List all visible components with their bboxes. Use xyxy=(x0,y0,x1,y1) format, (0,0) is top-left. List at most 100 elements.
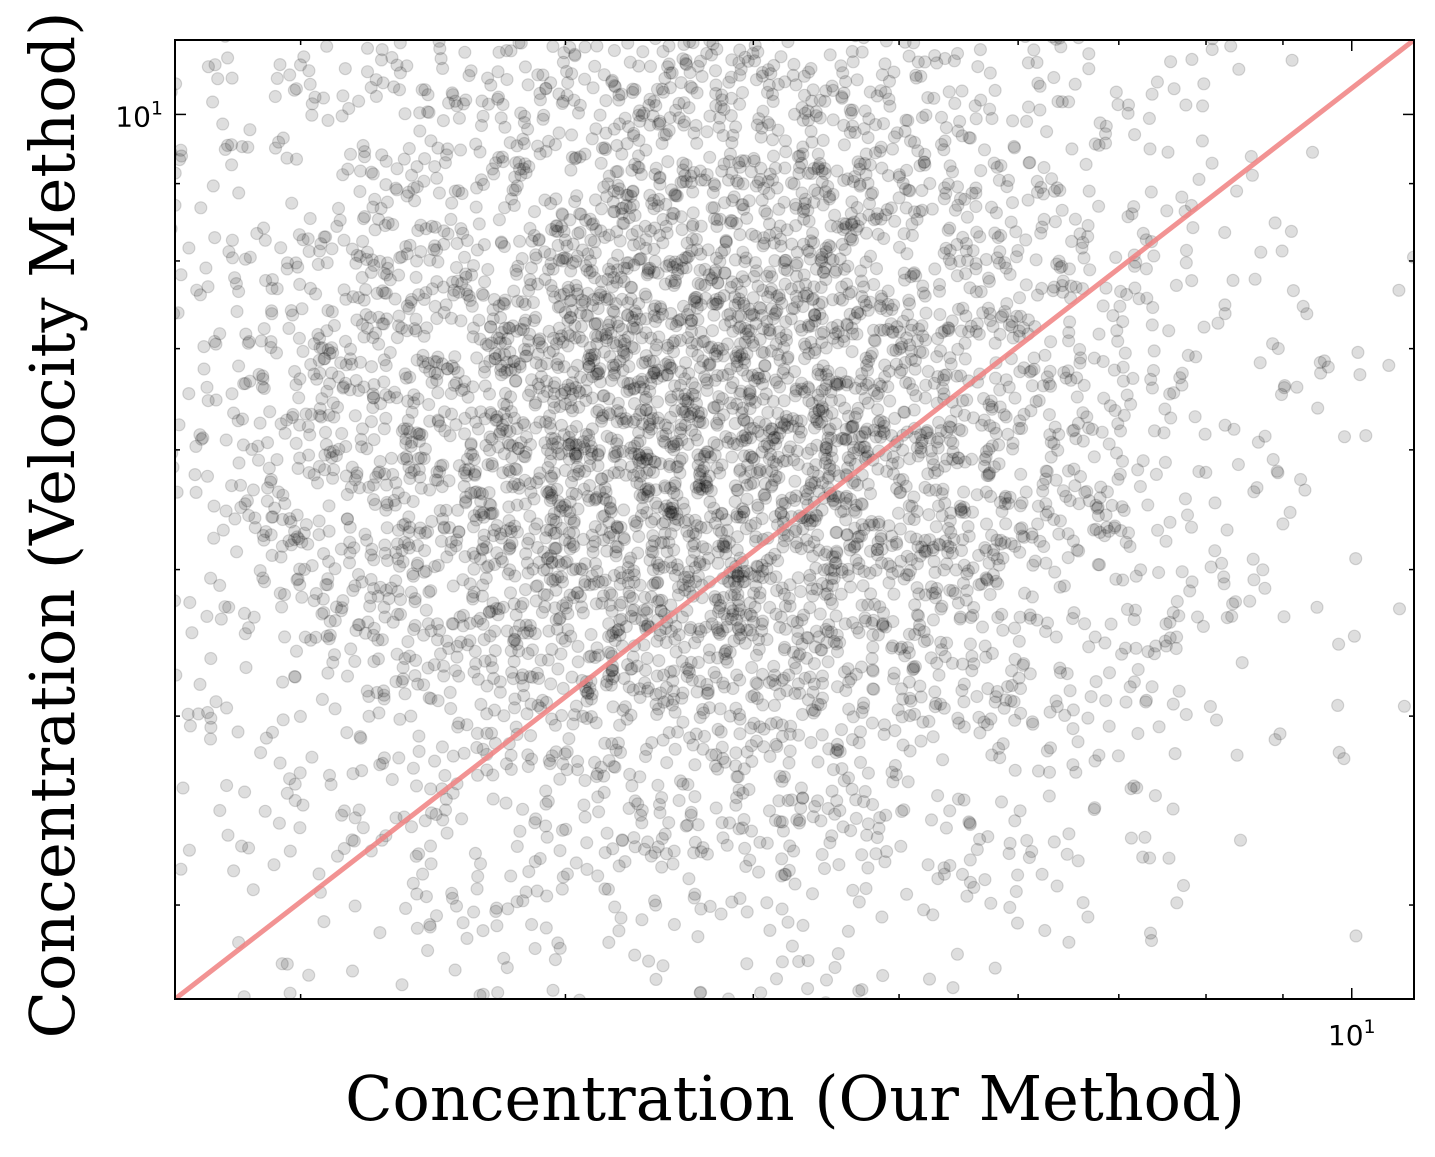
scatter-point xyxy=(418,814,432,828)
scatter-point xyxy=(795,323,809,337)
scatter-point xyxy=(914,690,928,704)
scatter-point xyxy=(504,644,518,658)
scatter-point xyxy=(1019,485,1033,499)
scatter-point xyxy=(935,599,949,613)
scatter-point xyxy=(713,627,727,642)
scatter-point xyxy=(635,491,650,505)
scatter-point xyxy=(760,562,774,576)
scatter-point xyxy=(930,788,945,803)
scatter-point xyxy=(197,362,211,376)
scatter-point xyxy=(990,684,1005,699)
scatter-point xyxy=(338,334,353,348)
scatter-point xyxy=(959,309,973,323)
scatter-point xyxy=(317,605,331,620)
scatter-point xyxy=(282,321,296,335)
scatter-point xyxy=(1195,134,1210,148)
scatter-point xyxy=(853,179,867,193)
scatter-point xyxy=(476,177,491,191)
scatter-point xyxy=(691,349,705,363)
scatter-point xyxy=(790,813,804,827)
scatter-point xyxy=(796,299,810,314)
scatter-point xyxy=(423,839,438,853)
scatter-point xyxy=(859,881,873,896)
scatter-point xyxy=(654,790,669,805)
scatter-point xyxy=(1076,895,1090,910)
scatter-point xyxy=(845,345,859,359)
scatter-point xyxy=(699,373,713,387)
scatter-point xyxy=(264,473,278,487)
scatter-point xyxy=(360,321,374,335)
scatter-point xyxy=(393,712,407,726)
scatter-point xyxy=(364,165,378,179)
scatter-point xyxy=(458,427,472,441)
scatter-point xyxy=(555,207,569,221)
scatter-point xyxy=(513,360,527,374)
scatter-point xyxy=(477,632,491,647)
scatter-point xyxy=(480,679,494,693)
scatter-point xyxy=(400,452,414,466)
scatter-point xyxy=(1013,499,1028,513)
scatter-point xyxy=(395,321,409,335)
scatter-point xyxy=(206,95,220,109)
scatter-point xyxy=(904,323,918,337)
scatter-point xyxy=(339,292,353,306)
scatter-point xyxy=(993,400,1007,414)
scatter-point xyxy=(944,257,958,271)
scatter-point xyxy=(185,626,199,640)
scatter-point xyxy=(523,728,538,743)
scatter-point xyxy=(688,290,702,305)
scatter-point xyxy=(798,196,812,211)
scatter-point xyxy=(1000,679,1015,694)
scatter-point xyxy=(818,94,832,108)
scatter-point xyxy=(1068,77,1082,91)
scatter-point xyxy=(446,275,460,289)
scatter-point xyxy=(1140,291,1154,305)
scatter-point xyxy=(430,373,444,387)
scatter-point xyxy=(204,651,218,666)
scatter-point xyxy=(1047,70,1061,85)
scatter-point xyxy=(879,620,893,634)
scatter-point xyxy=(464,486,478,500)
scatter-point xyxy=(650,395,665,409)
scatter-point xyxy=(567,539,581,554)
scatter-point xyxy=(835,91,849,105)
scatter-point xyxy=(815,691,830,705)
scatter-point xyxy=(540,830,554,844)
scatter-point xyxy=(745,609,759,623)
scatter-point xyxy=(492,427,506,441)
scatter-point xyxy=(674,418,688,432)
scatter-point xyxy=(698,479,713,493)
scatter-point xyxy=(1127,675,1142,689)
scatter-point xyxy=(391,584,405,598)
scatter-point xyxy=(1337,430,1352,444)
scatter-point xyxy=(682,303,697,317)
scatter-point xyxy=(667,278,681,292)
scatter-point xyxy=(543,756,557,771)
scatter-point xyxy=(792,430,807,444)
scatter-point xyxy=(611,540,625,554)
scatter-point xyxy=(512,644,526,658)
scatter-point xyxy=(957,695,971,709)
scatter-point xyxy=(722,154,736,168)
scatter-point xyxy=(1011,243,1025,258)
scatter-point xyxy=(258,233,272,247)
scatter-point xyxy=(1069,280,1083,294)
scatter-point xyxy=(1271,466,1285,480)
scatter-point xyxy=(413,124,427,138)
scatter-point xyxy=(712,120,726,134)
scatter-point xyxy=(1093,116,1107,130)
scatter-point xyxy=(865,716,880,730)
scatter-point xyxy=(382,390,397,404)
scatter-point xyxy=(504,869,518,883)
scatter-point xyxy=(395,978,409,992)
scatter-point xyxy=(733,68,747,82)
scatter-point xyxy=(885,566,899,581)
scatter-point xyxy=(755,193,769,207)
scatter-point xyxy=(843,103,857,117)
scatter-point xyxy=(336,89,350,103)
scatter-point xyxy=(251,453,266,467)
scatter-point xyxy=(1152,720,1166,734)
scatter-point xyxy=(876,116,891,131)
scatter-point xyxy=(389,545,403,560)
scatter-point xyxy=(282,534,296,548)
